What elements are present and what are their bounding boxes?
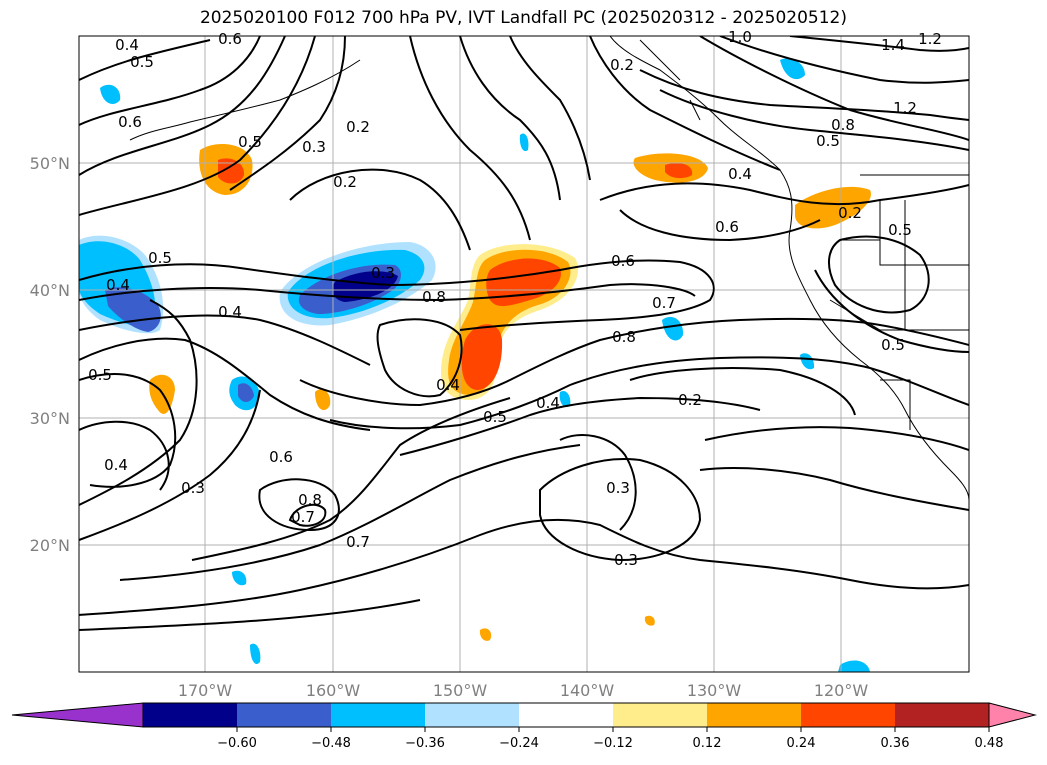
colorbar-segment: [895, 703, 990, 727]
contour-label: 0.7: [291, 508, 315, 526]
colorbar-extend-high: [988, 702, 1037, 728]
lon-label: 170°W: [178, 681, 233, 700]
contour-label: 0.5: [148, 249, 172, 267]
contour-label: 0.4: [106, 276, 130, 294]
contour-label: 0.6: [269, 448, 293, 466]
contour-label: 0.5: [88, 366, 112, 384]
contour-label: 0.3: [302, 138, 326, 156]
lat-label: 50°N: [30, 154, 70, 173]
contour-label: 0.4: [436, 376, 460, 394]
contour-label: 0.5: [881, 336, 905, 354]
colorbar-segment: [801, 703, 896, 727]
contour-label: 0.7: [652, 294, 676, 312]
contour-label: 1.4: [881, 36, 905, 54]
lon-label: 160°W: [306, 681, 361, 700]
contour-label: 0.4: [104, 456, 128, 474]
contour-label: 0.5: [130, 53, 154, 71]
colorbar-tick-label: −0.12: [593, 736, 633, 751]
lat-label: 30°N: [30, 409, 70, 428]
contour-label: 0.8: [612, 328, 636, 346]
contour-label: 0.3: [614, 551, 638, 569]
lon-label: 120°W: [814, 681, 869, 700]
colorbar-segment: [613, 703, 708, 727]
contour-label: 0.3: [181, 479, 205, 497]
colorbar-segment: [519, 703, 614, 727]
colorbar-extend-low: [11, 702, 144, 728]
contour-label: 0.2: [333, 173, 357, 191]
colorbar-segment: [425, 703, 520, 727]
colorbar-tick-label: −0.60: [217, 736, 257, 751]
contour-label: 0.4: [536, 394, 560, 412]
contour-label: 1.0: [728, 28, 752, 46]
contour-label: 0.3: [606, 479, 630, 497]
contour-label: 0.7: [346, 533, 370, 551]
lat-label: 20°N: [30, 536, 70, 555]
contour-label: 0.6: [611, 252, 635, 270]
colorbar-tick-label: 0.36: [881, 736, 910, 751]
contour-label: 0.5: [238, 133, 262, 151]
contour-label: 0.2: [346, 118, 370, 136]
pv-contours: [79, 36, 969, 631]
contour-label: 0.5: [888, 221, 912, 239]
contour-label: 0.5: [483, 408, 507, 426]
contour-labels: 0.4 0.60.50.60.5 0.30.20.21.0 1.4 1.21.20.80…: [88, 28, 942, 569]
contour-label: 1.2: [893, 99, 917, 117]
contour-label: 0.2: [678, 391, 702, 409]
contour-label: 0.2: [838, 204, 862, 222]
colorbar-segment: [707, 703, 802, 727]
colorbar-tick-label: −0.48: [311, 736, 351, 751]
colorbar-tick-label: 0.24: [787, 736, 816, 751]
lon-label: 150°W: [433, 681, 488, 700]
colorbar-segment: [143, 703, 238, 727]
map-frame: [78, 35, 970, 673]
contour-label: 0.4: [728, 165, 752, 183]
colorbar-tick-label: 0.48: [975, 736, 1004, 751]
contour-label: 1.2: [918, 30, 942, 48]
map-title: 2025020100 F012 700 hPa PV, IVT Landfall…: [199, 8, 847, 28]
contour-label: 0.4: [115, 36, 139, 54]
colorbar-segment: [237, 703, 332, 727]
colorbar: [11, 702, 1037, 728]
contour-label: 0.6: [218, 30, 242, 48]
contour-label: 0.8: [298, 491, 322, 509]
contour-label: 0.2: [610, 56, 634, 74]
lon-label: 140°W: [560, 681, 615, 700]
colorbar-tick-label: −0.36: [405, 736, 445, 751]
contour-label: 0.3: [371, 264, 395, 282]
contour-label: 0.8: [422, 288, 446, 306]
pv-shading: [79, 58, 871, 672]
contour-label: 0.6: [715, 218, 739, 236]
colorbar-segment: [331, 703, 426, 727]
contour-label: 0.5: [816, 132, 840, 150]
colorbar-tick-label: 0.12: [693, 736, 722, 751]
colorbar-ticks: −0.60 −0.48 −0.36 −0.24 −0.12 0.12 0.24 0.36 0.4…: [217, 727, 1004, 751]
contour-label: 0.8: [831, 116, 855, 134]
contour-label: 0.4: [218, 303, 242, 321]
lon-label: 130°W: [687, 681, 742, 700]
lat-label: 40°N: [30, 281, 70, 300]
colorbar-tick-label: −0.24: [499, 736, 539, 751]
contour-label: 0.6: [118, 113, 142, 131]
